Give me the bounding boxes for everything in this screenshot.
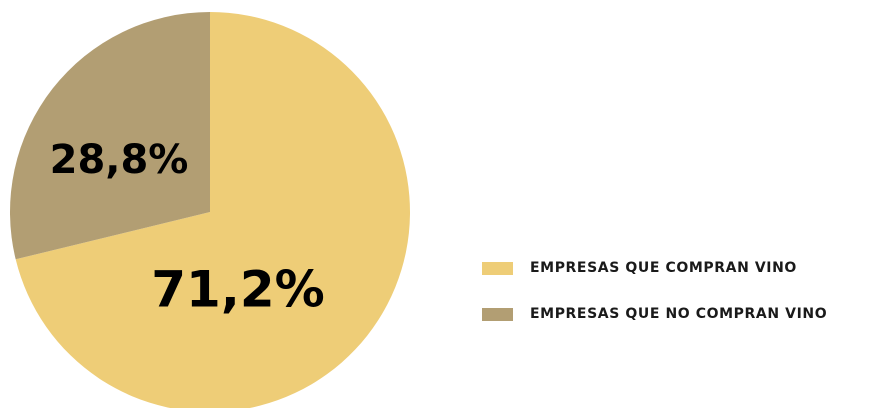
legend-label-compran: EMPRESAS QUE COMPRAN VINO [530,260,797,276]
legend-label-no-compran: EMPRESAS QUE NO COMPRAN VINO [530,306,828,322]
pie-slice-compran [15,12,410,408]
legend: EMPRESAS QUE COMPRAN VINO EMPRESAS QUE N… [482,256,827,348]
pie-label-compran: 71,2% [151,261,324,319]
legend-swatch-no-compran [482,307,513,321]
pie-label-no-compran: 28,8% [50,137,189,183]
pie-slice-no-compran [9,12,211,260]
legend-item-compran: EMPRESAS QUE COMPRAN VINO [482,256,827,280]
legend-item-no-compran: EMPRESAS QUE NO COMPRAN VINO [482,302,827,326]
legend-swatch-compran [482,261,513,275]
